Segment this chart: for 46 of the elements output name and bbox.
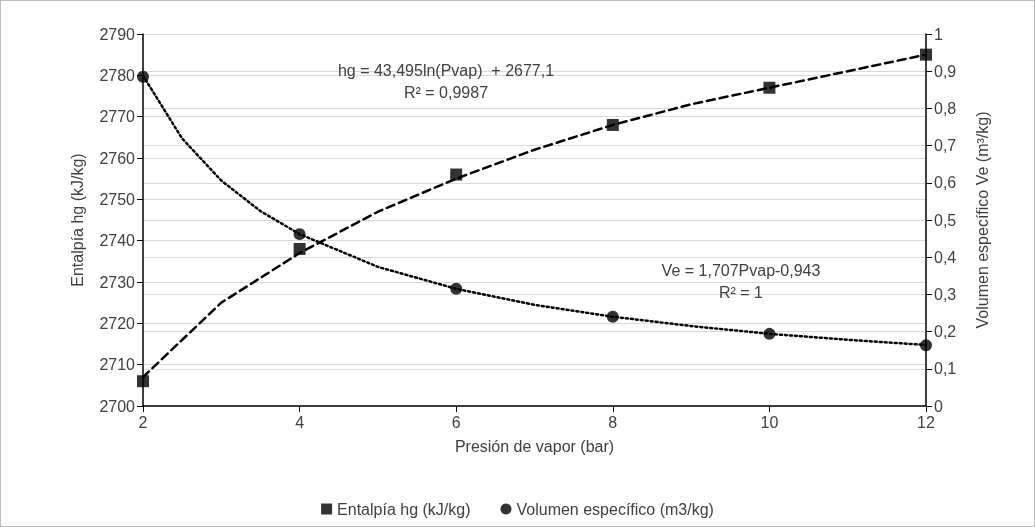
y2-tick-label: 0,3 <box>934 285 957 303</box>
y2-tick-label: 0,1 <box>934 360 957 378</box>
y-tick-label: 2730 <box>99 273 136 291</box>
legend-label: Volumen específico (m3/kg) <box>516 500 714 518</box>
x-tick-label: 8 <box>608 413 618 431</box>
y2-tick-label: 0,8 <box>934 99 957 117</box>
legend-label: Entalpía hg (kJ/kg) <box>337 500 471 518</box>
point <box>606 118 619 131</box>
point <box>137 375 149 388</box>
point <box>920 339 932 352</box>
y2-tick-label: 0,2 <box>934 323 957 341</box>
point <box>606 310 619 323</box>
annotation: Ve = 1,707Pvap-0,943 R² = 1 <box>661 261 821 301</box>
y-tick-label: 2770 <box>99 108 136 126</box>
y-tick-label: 2750 <box>99 190 136 208</box>
point <box>137 70 149 83</box>
x-tick-label: 12 <box>917 413 935 431</box>
point <box>920 48 932 61</box>
annotation: hg = 43,495ln(Pvap) + 2677,1 R² = 0,9987 <box>337 61 555 101</box>
point <box>293 228 306 241</box>
point <box>763 81 776 94</box>
y-tick-label: 2760 <box>99 149 136 167</box>
point <box>450 282 463 295</box>
y-tick-label: 2740 <box>99 232 136 250</box>
point <box>763 327 776 340</box>
y-tick-label: 2790 <box>99 25 136 43</box>
y2-tick-label: 0,4 <box>934 248 957 266</box>
x-tick-label: 6 <box>451 413 461 431</box>
x-axis-title: Presión de vapor (bar) <box>454 437 615 455</box>
x-tick-label: 4 <box>295 413 305 431</box>
y-tick-label: 2700 <box>99 397 136 415</box>
x-tick-label: 10 <box>760 413 779 431</box>
y-axis-title: Entalpía hg (kJ/kg) <box>68 153 86 287</box>
point <box>293 242 306 255</box>
y2-tick-label: 1 <box>934 25 943 43</box>
point <box>450 168 463 181</box>
y2-tick-label: 0,9 <box>934 62 957 80</box>
y2-tick-label: 0,5 <box>934 211 957 229</box>
y2-tick-label: 0,6 <box>934 174 957 192</box>
y2-tick-label: 0,7 <box>934 137 957 155</box>
y-tick-label: 2780 <box>99 66 136 84</box>
y-tick-label: 2720 <box>99 314 136 332</box>
y-tick-label: 2710 <box>99 356 136 374</box>
y2-axis-title: Volumen específico Ve (m³/kg) <box>973 111 991 329</box>
y2-tick-label: 0 <box>934 397 943 415</box>
x-tick-label: 2 <box>138 413 148 431</box>
